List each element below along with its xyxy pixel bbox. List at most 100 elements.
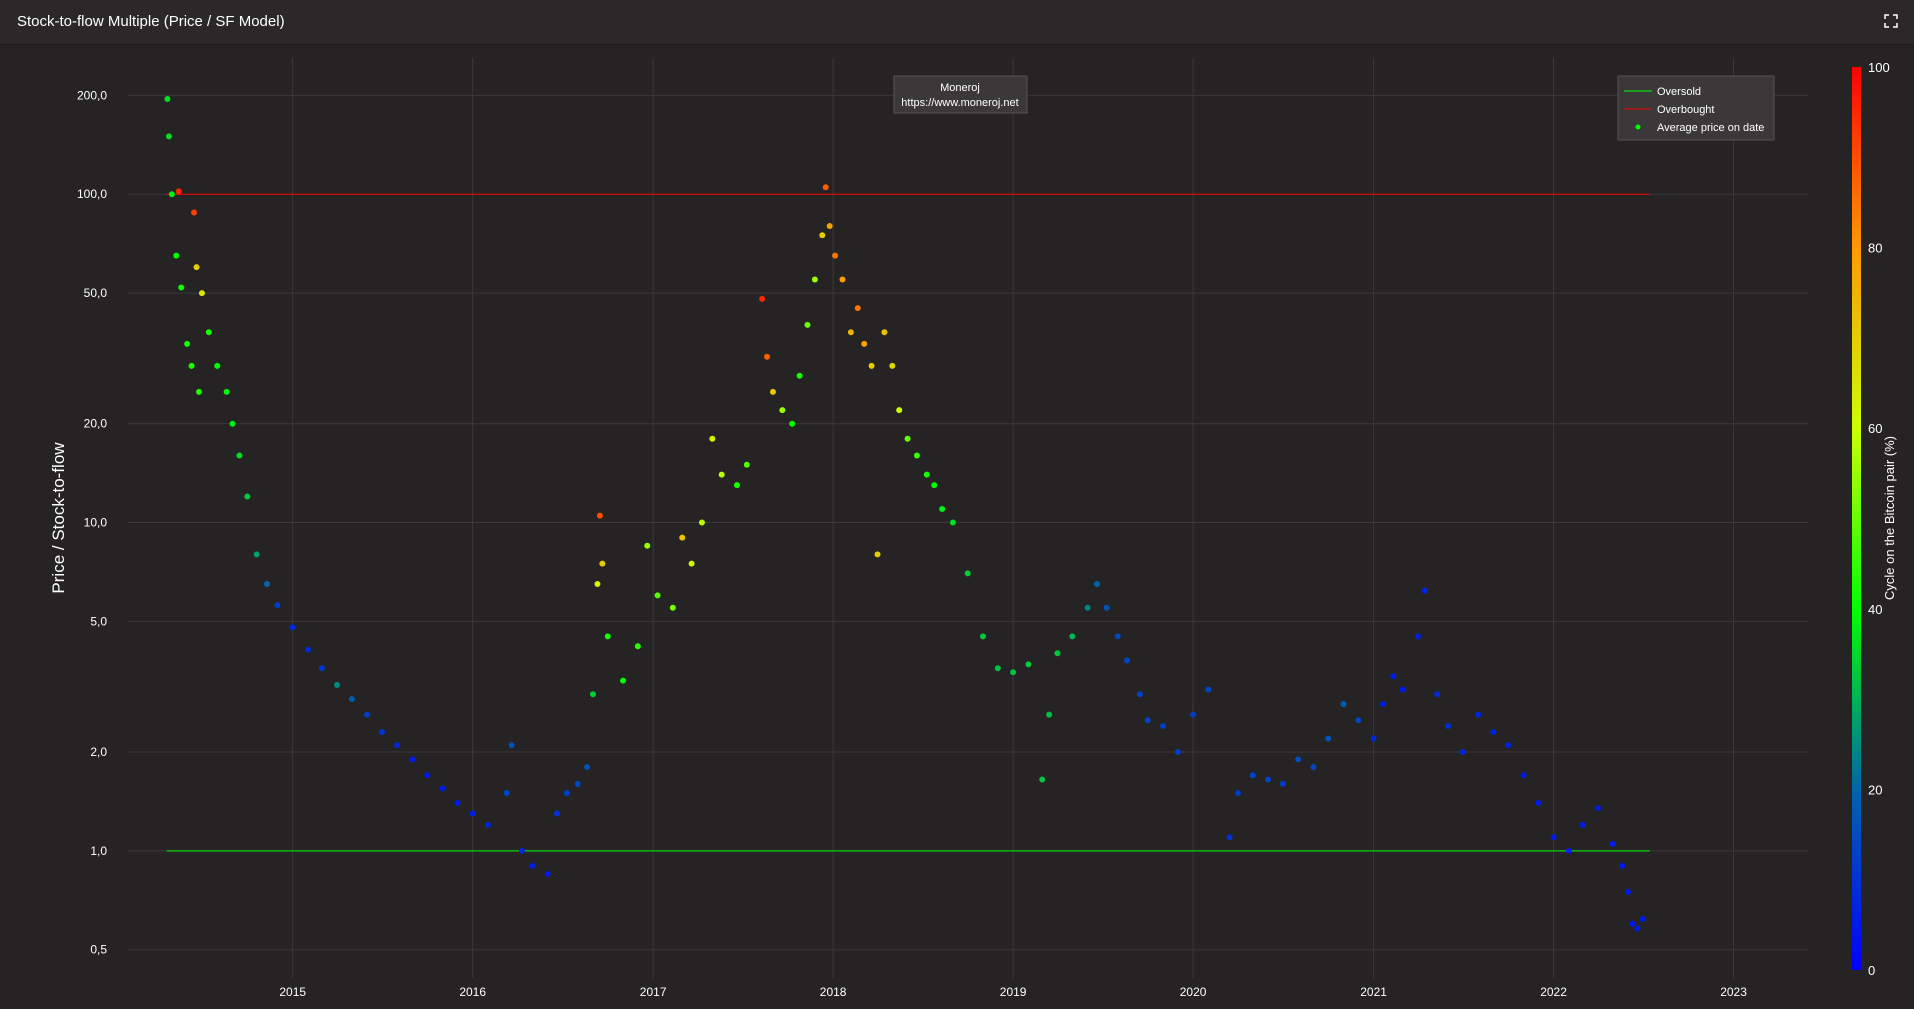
data-point (881, 329, 888, 336)
data-point (718, 471, 725, 478)
data-point (796, 372, 803, 379)
legend-oversold-label: Oversold (1657, 86, 1701, 98)
data-point (733, 482, 740, 489)
colorbar-gradient (1852, 67, 1861, 970)
data-point (688, 560, 695, 567)
data-point (779, 407, 786, 414)
data-point (364, 711, 371, 718)
data-point (594, 580, 601, 587)
data-point (198, 290, 205, 297)
data-point (165, 133, 172, 140)
data-point (454, 799, 461, 806)
data-point (654, 592, 661, 599)
legend-overbought-label: Overbought (1657, 104, 1714, 116)
data-point (1505, 742, 1512, 749)
data-point (1459, 749, 1466, 756)
data-point (698, 519, 705, 526)
data-point (439, 785, 446, 792)
data-point (1520, 772, 1527, 779)
data-point (1103, 604, 1110, 611)
data-point (188, 362, 195, 369)
data-point (1619, 862, 1626, 869)
data-point (173, 252, 180, 259)
x-tick-label: 2023 (1720, 985, 1747, 999)
data-point (1054, 650, 1061, 657)
x-axis-ticks: 2015 2016 2017 2018 2019 2020 2021 2022 2023 (279, 985, 1747, 999)
annotation-line2: https://www.moneroj.net (901, 97, 1018, 109)
data-point (599, 560, 606, 567)
data-point (1144, 717, 1151, 724)
data-point (274, 602, 281, 609)
data-point (503, 790, 510, 797)
data-point (236, 452, 243, 459)
data-point (589, 691, 596, 698)
data-point (1249, 772, 1256, 779)
annotation-box: Moneroj https://www.moneroj.net (893, 75, 1028, 114)
reference-lines (166, 193, 1650, 852)
data-point (553, 810, 560, 817)
data-point (1565, 847, 1572, 854)
x-tick-label: 2020 (1180, 985, 1207, 999)
data-point (896, 407, 903, 414)
data-point (1325, 735, 1332, 742)
data-point (669, 604, 676, 611)
data-point (191, 209, 198, 216)
data-point (1160, 723, 1167, 730)
data-point (1093, 580, 1100, 587)
data-point (178, 284, 185, 291)
data-point (743, 461, 750, 468)
data-point (789, 420, 796, 427)
data-point (264, 580, 271, 587)
data-point (854, 305, 861, 312)
data-point (874, 551, 881, 558)
fullscreen-icon[interactable] (1882, 12, 1900, 30)
data-point (1010, 669, 1017, 676)
y-tick-label: 5,0 (90, 614, 107, 628)
data-point (1434, 691, 1441, 698)
data-point (822, 184, 829, 191)
data-point (826, 223, 833, 230)
data-point (469, 810, 476, 817)
data-point (1124, 657, 1131, 664)
colorbar-tick-label: 60 (1868, 421, 1882, 436)
data-point (1226, 834, 1233, 841)
data-point (1414, 633, 1421, 640)
grid (128, 58, 1808, 978)
data-point (1205, 686, 1212, 693)
data-point (1114, 633, 1121, 640)
data-point (1234, 790, 1241, 797)
data-point (214, 362, 221, 369)
data-point (1609, 840, 1616, 847)
data-point (620, 677, 627, 684)
data-point (1639, 916, 1646, 923)
x-tick-label: 2017 (640, 985, 667, 999)
data-point (939, 505, 946, 512)
data-point (1445, 723, 1452, 730)
y-axis-ticks: 0,5 1,0 2,0 5,0 10,0 20,0 50,0 100,0 200,0 (77, 88, 107, 956)
data-point (1475, 711, 1482, 718)
data-point (709, 435, 716, 442)
data-point (819, 232, 826, 239)
data-point (634, 643, 641, 650)
data-point (289, 624, 296, 631)
data-point (1265, 776, 1272, 783)
legend: Oversold Overbought Average price on dat… (1617, 75, 1775, 141)
x-tick-label: 2018 (820, 985, 847, 999)
data-point (913, 452, 920, 459)
data-point (1355, 717, 1362, 724)
data-point (1370, 735, 1377, 742)
data-point (304, 646, 311, 653)
data-point (949, 519, 956, 526)
colorbar-tick-label: 40 (1868, 602, 1882, 617)
scatter-series (164, 96, 1646, 932)
data-point (1594, 805, 1601, 812)
data-point (348, 696, 355, 703)
data-point (563, 790, 570, 797)
data-point (994, 665, 1001, 672)
data-point (1421, 587, 1428, 594)
data-point (1579, 821, 1586, 828)
data-point (584, 764, 591, 771)
data-point (529, 862, 536, 869)
data-point (832, 252, 839, 259)
